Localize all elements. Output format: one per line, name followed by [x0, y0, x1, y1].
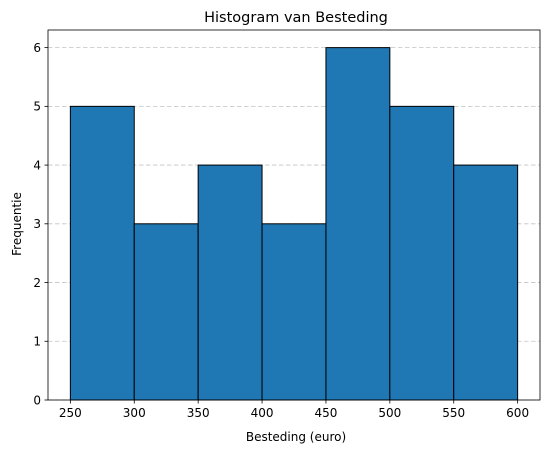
y-tick-label-4: 4: [33, 158, 41, 172]
y-tick-label-5: 5: [33, 100, 41, 114]
bar-550-600: [453, 164, 519, 401]
x-tick-label-550: 550: [442, 406, 465, 420]
x-axis-label: Besteding (euro): [246, 430, 346, 444]
x-tick-label-500: 500: [378, 406, 401, 420]
bar-350-400: [197, 164, 263, 401]
x-tick-label-450: 450: [314, 406, 337, 420]
x-tick-label-300: 300: [123, 406, 146, 420]
bar-450-500: [325, 47, 391, 401]
chart-title: Histogram van Besteding: [204, 10, 388, 26]
plot-frame: [47, 29, 541, 401]
x-tick-label-400: 400: [251, 406, 274, 420]
x-tick-label-250: 250: [59, 406, 82, 420]
bar-250-300: [69, 105, 135, 401]
histogram-bars: [69, 47, 519, 401]
bar-500-550: [389, 105, 455, 401]
y-tick-label-2: 2: [33, 276, 41, 290]
y-axis-label: Frequentie: [10, 192, 24, 256]
x-tick-label-600: 600: [506, 406, 529, 420]
y-tick-label-1: 1: [33, 335, 41, 349]
bar-400-450: [261, 223, 327, 401]
y-axis-ticks: 0 1 2 3 4 5 6: [33, 41, 48, 407]
bar-300-350: [133, 223, 199, 401]
y-tick-label-3: 3: [33, 217, 41, 231]
x-axis-ticks: 250 300 350 400 450 500 550 600: [59, 400, 529, 420]
y-tick-label-6: 6: [33, 41, 41, 55]
y-tick-label-0: 0: [33, 393, 41, 407]
x-tick-label-350: 350: [187, 406, 210, 420]
